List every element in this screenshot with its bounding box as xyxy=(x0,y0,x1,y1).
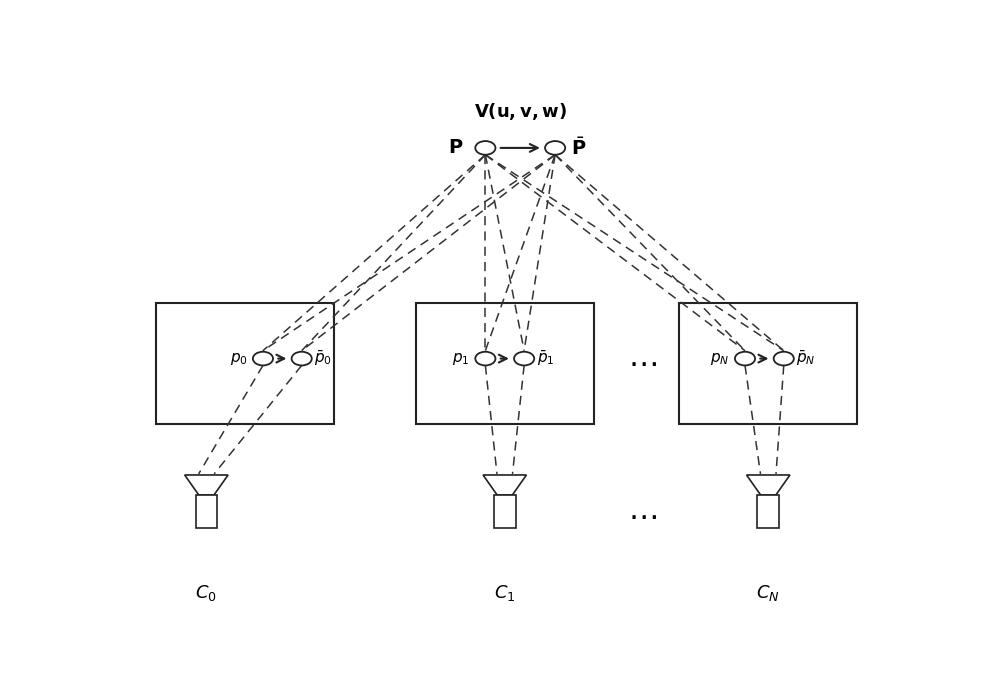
Text: $C_0$: $C_0$ xyxy=(195,583,217,603)
Bar xyxy=(757,495,779,527)
Circle shape xyxy=(475,141,495,155)
Text: $\cdots$: $\cdots$ xyxy=(628,350,657,378)
Circle shape xyxy=(475,352,495,365)
Text: $\cdots$: $\cdots$ xyxy=(628,502,657,531)
Circle shape xyxy=(545,141,565,155)
Text: $\bar{p}_0$: $\bar{p}_0$ xyxy=(314,349,332,368)
Text: $p_0$: $p_0$ xyxy=(230,351,247,367)
Text: $C_1$: $C_1$ xyxy=(494,583,515,603)
Text: $\bar{p}_N$: $\bar{p}_N$ xyxy=(796,349,816,368)
Polygon shape xyxy=(747,475,790,495)
Text: $C_N$: $C_N$ xyxy=(756,583,780,603)
Bar xyxy=(494,495,516,527)
Text: $\mathbf{V(u, v, w)}$: $\mathbf{V(u, v, w)}$ xyxy=(474,101,567,122)
Circle shape xyxy=(292,352,312,365)
Circle shape xyxy=(774,352,794,365)
Bar xyxy=(196,495,217,527)
Polygon shape xyxy=(483,475,526,495)
Circle shape xyxy=(735,352,755,365)
Bar xyxy=(416,303,594,424)
Circle shape xyxy=(253,352,273,365)
Text: $p_1$: $p_1$ xyxy=(452,351,470,367)
Text: $\bar{p}_1$: $\bar{p}_1$ xyxy=(537,349,554,368)
Bar xyxy=(679,303,857,424)
Text: $\mathbf{P}$: $\mathbf{P}$ xyxy=(448,138,464,157)
Circle shape xyxy=(514,352,534,365)
Bar xyxy=(156,303,334,424)
Text: $\bar{\mathbf{P}}$: $\bar{\mathbf{P}}$ xyxy=(571,137,586,159)
Text: $p_N$: $p_N$ xyxy=(710,351,730,367)
Polygon shape xyxy=(185,475,228,495)
